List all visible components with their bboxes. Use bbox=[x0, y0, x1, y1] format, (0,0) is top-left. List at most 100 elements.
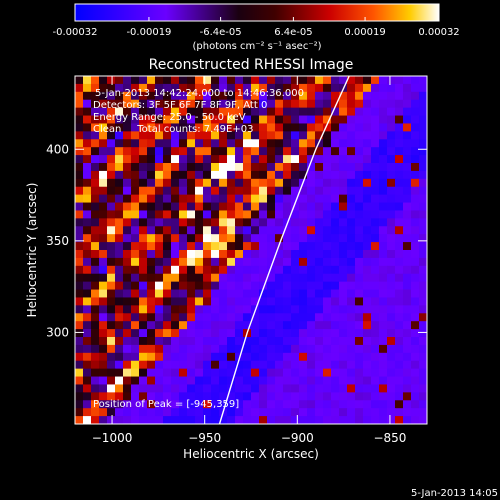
heatmap-cell bbox=[155, 321, 164, 330]
heatmap-cell bbox=[235, 155, 244, 164]
heatmap-cell bbox=[419, 218, 427, 227]
heatmap-cell bbox=[403, 107, 412, 117]
heatmap-cell bbox=[99, 392, 108, 401]
heatmap-cell bbox=[155, 210, 164, 219]
heatmap-cell bbox=[179, 163, 188, 172]
heatmap-cell bbox=[291, 226, 300, 235]
heatmap-cell bbox=[195, 178, 204, 188]
heatmap-cell bbox=[131, 202, 140, 212]
heatmap-cell bbox=[291, 186, 300, 196]
heatmap-cell bbox=[75, 170, 84, 180]
heatmap-cell bbox=[419, 99, 427, 109]
heatmap-cell bbox=[339, 163, 348, 172]
heatmap-cell bbox=[347, 242, 356, 251]
heatmap-cell bbox=[299, 400, 308, 409]
heatmap-cell bbox=[419, 163, 427, 172]
heatmap-cell bbox=[203, 99, 212, 109]
heatmap-cell bbox=[115, 250, 124, 259]
heatmap-cell bbox=[275, 210, 284, 219]
heatmap-cell bbox=[235, 305, 244, 314]
heatmap-cell bbox=[107, 305, 116, 314]
heatmap-cell bbox=[403, 281, 412, 291]
heatmap-cell bbox=[171, 257, 180, 267]
heatmap-cell bbox=[211, 368, 220, 378]
heatmap-cell bbox=[299, 242, 308, 251]
heatmap-cell bbox=[419, 337, 427, 346]
heatmap-cell bbox=[347, 178, 356, 188]
heatmap-cell bbox=[259, 210, 268, 219]
heatmap-cell bbox=[155, 297, 164, 306]
heatmap-cell bbox=[259, 313, 268, 322]
heatmap-cell bbox=[243, 76, 252, 85]
heatmap-cell bbox=[195, 281, 204, 291]
heatmap-cell bbox=[139, 273, 148, 283]
heatmap-cell bbox=[91, 281, 100, 291]
heatmap-cell bbox=[147, 202, 156, 212]
heatmap-cell bbox=[211, 337, 220, 346]
heatmap-cell bbox=[411, 202, 420, 212]
heatmap-cell bbox=[339, 360, 348, 370]
heatmap-cell bbox=[227, 313, 236, 322]
heatmap-cell bbox=[291, 297, 300, 306]
heatmap-cell bbox=[267, 289, 276, 299]
heatmap-cell bbox=[363, 131, 372, 140]
heatmap-cell bbox=[123, 226, 132, 235]
heatmap-cell bbox=[147, 281, 156, 291]
heatmap-cell bbox=[227, 289, 236, 299]
heatmap-cell bbox=[171, 273, 180, 283]
heatmap-cell bbox=[123, 163, 132, 172]
heatmap-cell bbox=[171, 360, 180, 370]
heatmap-cell bbox=[243, 163, 252, 172]
heatmap-cell bbox=[115, 186, 124, 196]
heatmap-cell bbox=[115, 123, 124, 132]
heatmap-cell bbox=[291, 218, 300, 227]
heatmap-cell bbox=[403, 344, 412, 354]
heatmap-cell bbox=[171, 329, 180, 338]
heatmap-cell bbox=[227, 210, 236, 219]
heatmap-cell bbox=[91, 400, 100, 409]
heatmap-cell bbox=[323, 123, 332, 132]
heatmap-cell bbox=[419, 186, 427, 196]
heatmap-cell bbox=[267, 297, 276, 306]
heatmap-cell bbox=[363, 91, 372, 101]
heatmap-cell bbox=[243, 344, 252, 354]
heatmap-cell bbox=[115, 392, 124, 401]
heatmap-cell bbox=[227, 218, 236, 227]
heatmap-cell bbox=[275, 76, 284, 85]
heatmap-cell bbox=[379, 329, 388, 338]
heatmap-cell bbox=[107, 376, 116, 386]
heatmap-cell bbox=[187, 186, 196, 196]
heatmap-cell bbox=[371, 186, 380, 196]
heatmap-cell bbox=[395, 257, 404, 267]
heatmap-cell bbox=[315, 76, 324, 85]
heatmap-cell bbox=[411, 163, 420, 172]
heatmap-cell bbox=[147, 376, 156, 386]
heatmap-cell bbox=[123, 384, 132, 393]
heatmap-cell bbox=[347, 170, 356, 180]
heatmap-cell bbox=[195, 163, 204, 172]
heatmap-cell bbox=[283, 344, 292, 354]
heatmap-cell bbox=[227, 131, 236, 140]
heatmap-cell bbox=[379, 242, 388, 251]
heatmap-cell bbox=[323, 226, 332, 235]
heatmap-cell bbox=[371, 321, 380, 330]
heatmap-cell bbox=[243, 131, 252, 140]
heatmap-cell bbox=[83, 226, 92, 235]
heatmap-cell bbox=[323, 281, 332, 291]
heatmap-cell bbox=[355, 257, 364, 267]
heatmap-cell bbox=[235, 368, 244, 378]
heatmap-cell bbox=[387, 344, 396, 354]
heatmap-cell bbox=[395, 234, 404, 243]
heatmap-cell bbox=[259, 155, 268, 164]
heatmap-cell bbox=[251, 226, 260, 235]
heatmap-cell bbox=[267, 131, 276, 140]
heatmap-cell bbox=[227, 155, 236, 164]
heatmap-cell bbox=[123, 416, 132, 424]
heatmap-cell bbox=[115, 321, 124, 330]
heatmap-cell bbox=[83, 155, 92, 164]
heatmap-cell bbox=[179, 344, 188, 354]
heatmap-cell bbox=[307, 194, 316, 204]
heatmap-cell bbox=[187, 147, 196, 156]
heatmap-cell bbox=[211, 344, 220, 354]
heatmap-cell bbox=[163, 91, 172, 101]
